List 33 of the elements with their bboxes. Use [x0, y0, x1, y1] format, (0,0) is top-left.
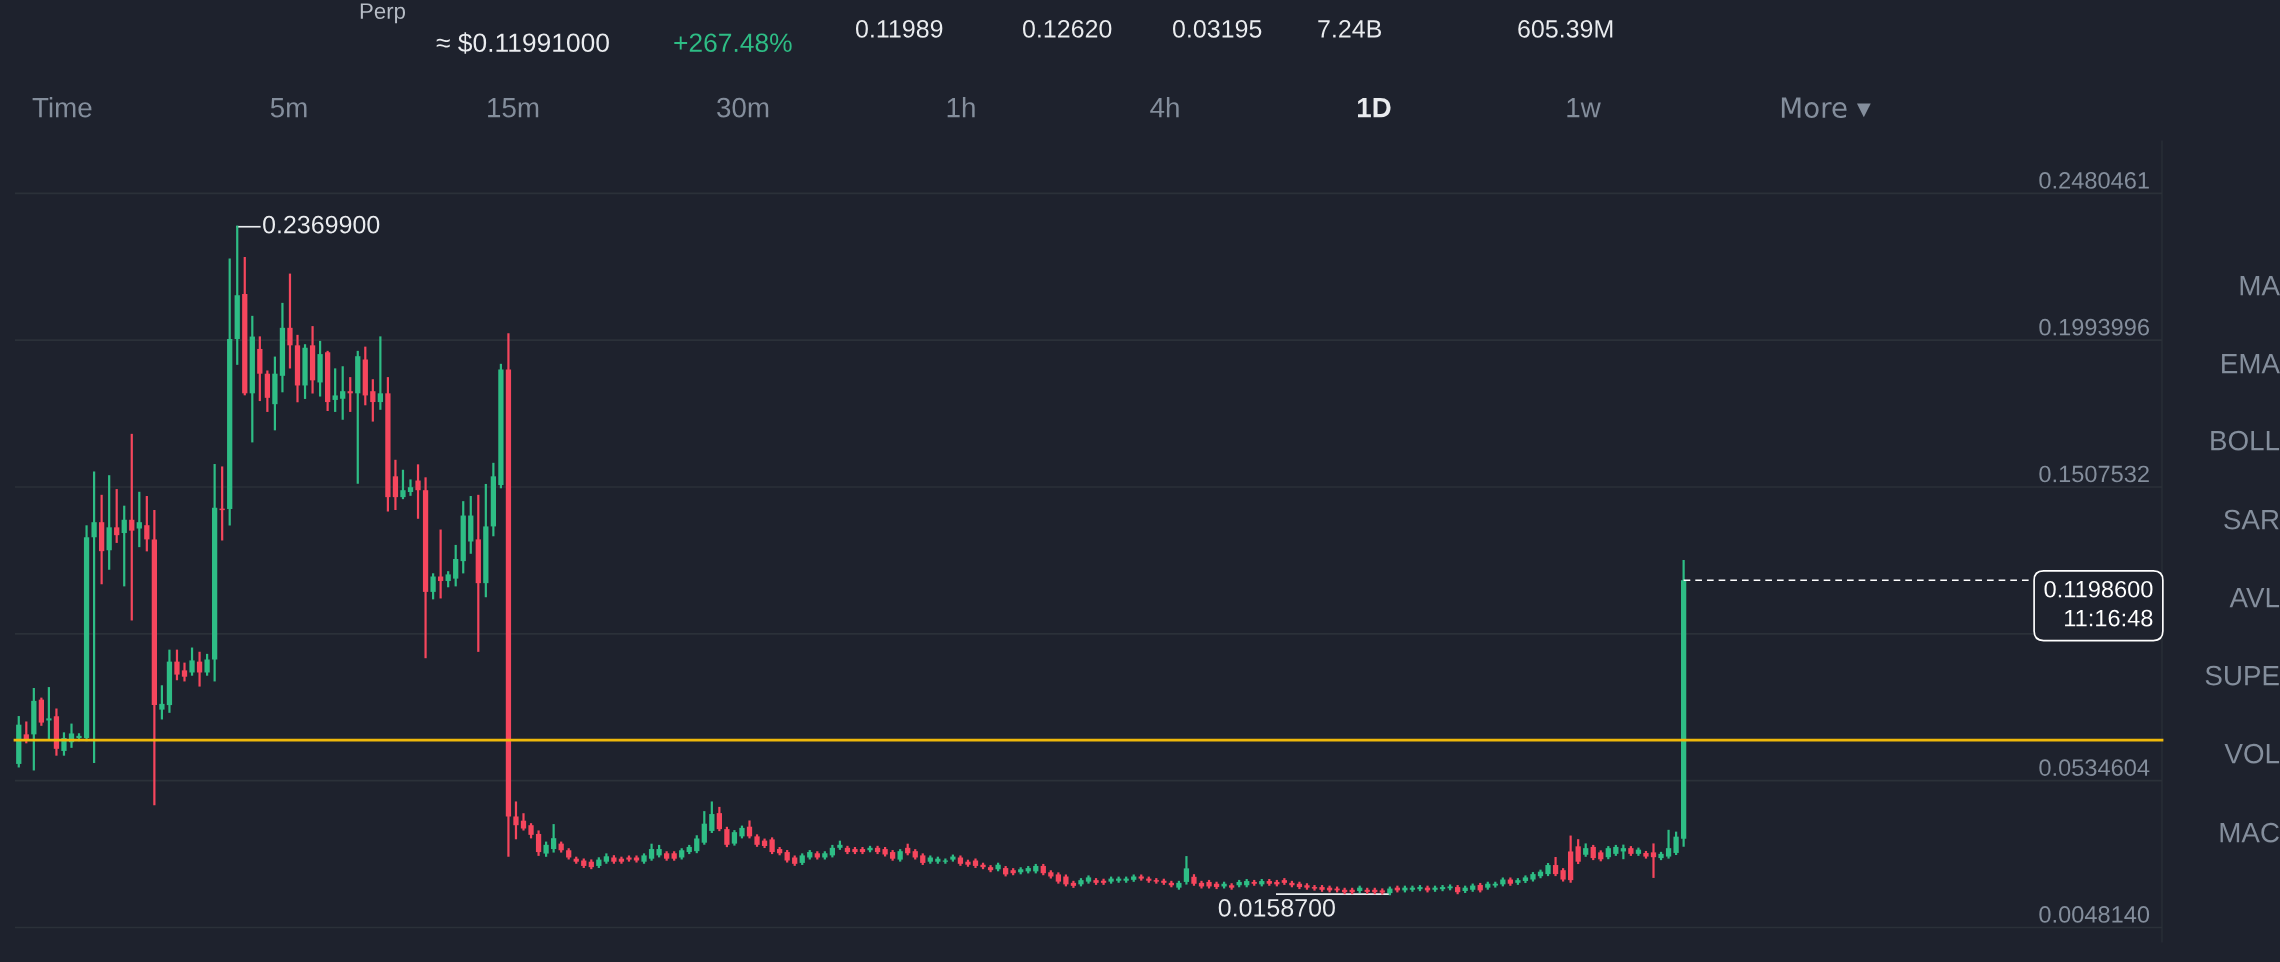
text: AVL: [2229, 588, 2280, 608]
text: SAR: [2224, 509, 2279, 530]
text: 1D: [1358, 98, 1391, 118]
text: 15m: [488, 98, 539, 118]
text: 7.24B: [1318, 20, 1382, 38]
text: 0.03195: [1172, 20, 1262, 38]
text: More ▾: [1781, 97, 1871, 119]
text: EMA: [2222, 354, 2280, 374]
text: ≈ $0.11991000: [436, 32, 609, 54]
text: BOLL: [2211, 430, 2280, 451]
y-tick-label: 0.0534604: [2039, 759, 2150, 776]
text: 5m: [270, 98, 307, 118]
text: 0.12620: [1022, 20, 1112, 38]
y-tick-label: 0.2480461: [2039, 171, 2149, 189]
text: 30m: [717, 97, 769, 118]
annotation: 0.2369900: [263, 215, 380, 234]
y-tick-label: 0.1993996: [2039, 318, 2149, 336]
text: +267.48%: [674, 33, 792, 53]
y-tick-label: 0.0048140: [2039, 906, 2150, 923]
text: 4h: [1150, 97, 1179, 118]
text: 605.39M: [1518, 20, 1613, 38]
text: VOL: [2224, 743, 2280, 764]
text: MAC: [2220, 822, 2279, 843]
text: Perp: [360, 3, 406, 24]
text: Time: [32, 97, 92, 118]
text: SUPE: [2205, 665, 2279, 686]
y-tick-label: 0.1507532: [2039, 465, 2149, 483]
text: 1h: [947, 97, 975, 118]
ref-line-label: 0.1198600 11:16:48: [2044, 580, 2153, 627]
text: 0.11989: [855, 20, 943, 38]
annotation: 0.0158700: [1218, 898, 1335, 917]
text: 1w: [1567, 98, 1601, 118]
text: MA: [2240, 276, 2280, 296]
